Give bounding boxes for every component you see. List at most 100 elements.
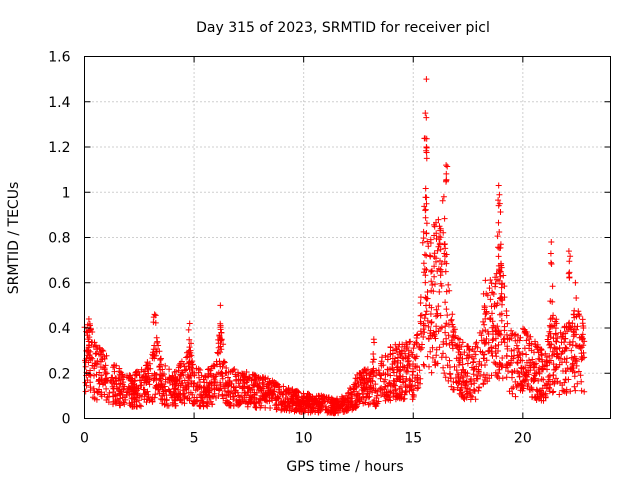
data-point xyxy=(172,397,179,404)
data-point xyxy=(489,289,496,296)
data-point xyxy=(178,358,185,365)
data-point xyxy=(453,367,460,374)
data-point xyxy=(542,382,549,389)
data-point xyxy=(450,386,456,393)
data-point xyxy=(430,288,437,295)
data-point xyxy=(133,383,140,390)
data-point xyxy=(175,364,182,371)
data-point xyxy=(568,354,575,361)
data-point xyxy=(345,389,352,396)
data-point xyxy=(421,251,428,258)
data-point xyxy=(294,397,301,404)
data-point xyxy=(143,399,150,406)
data-point xyxy=(521,378,528,385)
data-point xyxy=(309,408,316,415)
data-point xyxy=(365,394,372,401)
data-point xyxy=(166,374,173,381)
data-point xyxy=(264,398,271,405)
data-point xyxy=(372,403,379,410)
data-point xyxy=(571,373,578,380)
data-point xyxy=(517,334,524,341)
data-point xyxy=(137,382,144,389)
data-point xyxy=(437,272,444,279)
data-point xyxy=(381,386,388,393)
data-point xyxy=(399,379,406,386)
data-point xyxy=(414,341,420,347)
data-point xyxy=(538,366,545,373)
data-point xyxy=(226,377,233,384)
data-point xyxy=(538,397,545,404)
data-point xyxy=(188,340,194,347)
data-point xyxy=(154,338,161,345)
data-point xyxy=(110,364,117,371)
data-point xyxy=(433,306,440,313)
data-point xyxy=(398,348,405,355)
data-point xyxy=(86,320,93,327)
data-point xyxy=(205,387,211,394)
data-point xyxy=(547,316,554,323)
data-point xyxy=(426,363,432,370)
data-point xyxy=(450,378,457,385)
data-point xyxy=(480,381,487,388)
data-point xyxy=(405,357,412,364)
data-point xyxy=(402,389,409,396)
data-point xyxy=(242,399,249,406)
data-point xyxy=(98,347,105,354)
data-point xyxy=(554,335,561,342)
y-tick-label: 0 xyxy=(62,412,71,428)
data-point xyxy=(498,317,505,324)
data-point xyxy=(142,389,149,396)
data-point xyxy=(417,328,424,335)
data-point xyxy=(448,337,455,344)
data-point xyxy=(371,339,378,346)
data-point xyxy=(353,383,360,390)
data-point xyxy=(516,373,523,380)
data-point xyxy=(552,366,559,373)
data-point xyxy=(432,335,439,342)
data-point xyxy=(437,257,443,264)
data-point xyxy=(483,357,490,364)
data-point xyxy=(516,337,523,344)
data-point xyxy=(523,337,530,344)
data-point xyxy=(466,346,473,353)
data-point xyxy=(381,393,388,400)
data-point xyxy=(414,385,421,392)
data-point xyxy=(350,385,357,392)
data-point xyxy=(550,312,557,319)
data-point xyxy=(572,279,579,286)
data-point xyxy=(381,378,387,385)
data-point xyxy=(219,370,226,377)
data-point xyxy=(343,407,350,414)
data-point xyxy=(155,381,162,388)
data-point xyxy=(370,399,376,405)
data-point xyxy=(82,388,89,395)
data-point xyxy=(273,406,280,413)
data-point xyxy=(461,349,468,356)
data-point xyxy=(396,373,403,379)
data-point xyxy=(366,384,373,391)
data-point xyxy=(185,326,192,333)
data-point xyxy=(243,392,250,399)
data-point xyxy=(315,409,322,416)
data-point xyxy=(405,347,412,354)
data-point xyxy=(455,378,462,384)
data-point xyxy=(224,389,231,395)
data-point xyxy=(489,310,495,317)
data-point xyxy=(410,387,417,394)
data-point xyxy=(414,364,420,371)
data-point xyxy=(470,387,477,394)
data-point xyxy=(255,374,262,381)
data-point xyxy=(437,227,444,234)
data-point xyxy=(508,385,515,392)
data-point xyxy=(166,388,173,395)
data-point xyxy=(87,357,94,364)
data-point xyxy=(156,348,163,355)
data-point xyxy=(518,381,525,388)
data-point xyxy=(496,375,503,382)
data-point xyxy=(208,365,215,372)
data-point xyxy=(152,312,159,319)
data-point xyxy=(447,375,454,382)
data-point xyxy=(441,241,448,247)
data-point xyxy=(566,274,573,281)
data-point xyxy=(422,272,429,279)
